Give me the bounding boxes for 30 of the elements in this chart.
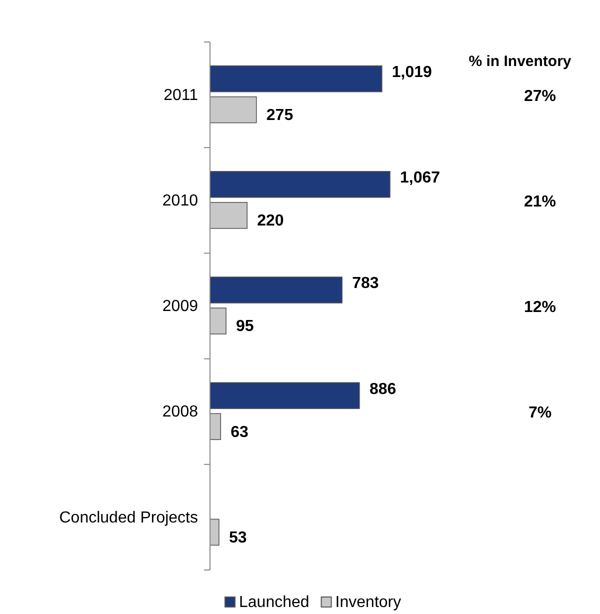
data-label: 53: [228, 529, 247, 546]
data-label: 275: [266, 107, 294, 124]
y-tick-label: 2009: [162, 298, 198, 316]
bar: [210, 65, 382, 92]
bar: [210, 413, 222, 440]
data-label: 1,019: [392, 64, 432, 82]
legend-label: Launched: [239, 594, 310, 611]
y-tick-label: 2008: [162, 404, 198, 421]
text: % in Inventory: [468, 53, 572, 70]
bar: [210, 518, 220, 546]
text: 7%: [528, 404, 552, 422]
y-tick-label: 2011: [164, 86, 198, 104]
data-label: 220: [257, 212, 284, 230]
y-tick-label: 2010: [162, 192, 198, 210]
bar: [210, 276, 342, 304]
data-label: 783: [352, 275, 379, 292]
legend-label: Inventory: [335, 594, 402, 611]
data-label: 63: [230, 424, 249, 441]
y-tick-label: Concluded Projects: [59, 509, 198, 526]
bar: [210, 382, 360, 409]
text: 21%: [524, 193, 556, 210]
text: 27%: [524, 88, 556, 105]
bar: [210, 308, 226, 334]
data-label: 95: [236, 318, 254, 336]
data-label: 886: [369, 380, 396, 398]
bar: [210, 96, 257, 124]
bar: [210, 202, 248, 229]
bar: [210, 171, 390, 198]
text: 12%: [524, 299, 556, 316]
data-label: 1,067: [400, 170, 440, 187]
